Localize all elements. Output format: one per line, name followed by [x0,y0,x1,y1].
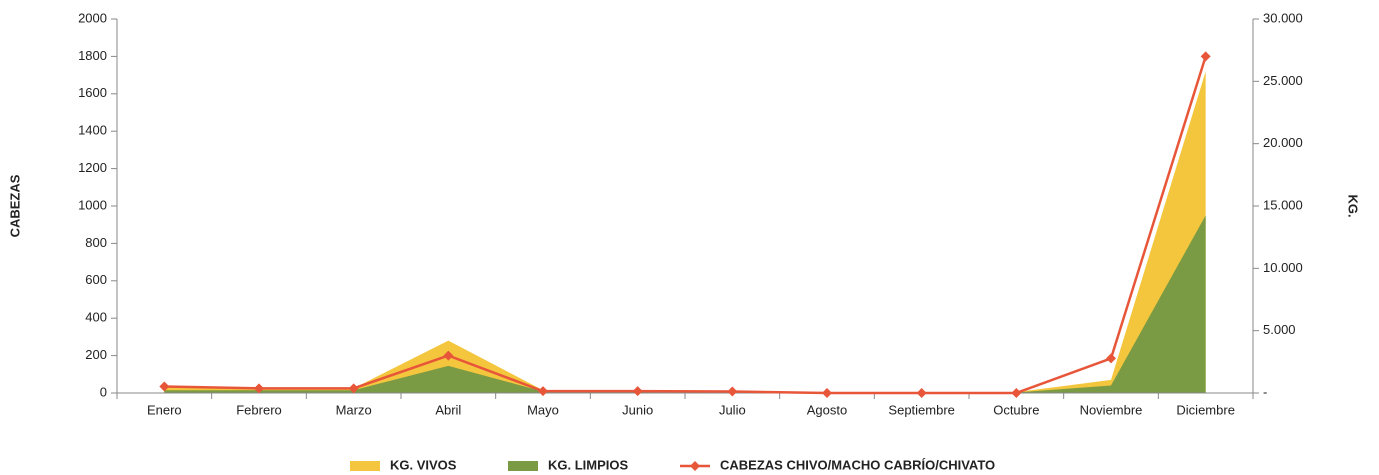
area [164,215,1206,393]
marker [822,388,832,398]
marker [538,386,548,397]
y2-tick-label: 30.000 [1263,10,1303,25]
legend-swatch [350,461,380,471]
marker [1106,353,1116,364]
legend-swatch [508,461,538,471]
y2-tick-label: 25.000 [1263,73,1303,88]
x-tick-label: Julio [719,402,746,417]
x-tick-label: Marzo [336,402,372,417]
area [164,71,1206,394]
x-tick-label: Agosto [807,402,847,417]
x-tick-label: Abril [435,402,461,417]
marker [159,381,170,392]
marker [727,386,738,397]
marker [632,386,643,397]
y-tick-label: 1200 [78,160,107,175]
legend-label: CABEZAS CHIVO/MACHO CABRÍO/CHIVATO [720,457,995,472]
y-tick-label: 200 [85,347,107,362]
marker [916,388,927,398]
x-tick-label: Noviembre [1080,402,1143,417]
y-tick-label: 1400 [78,123,107,138]
marker [254,383,264,394]
line [164,56,1207,395]
y-tick-label: 1000 [78,197,107,212]
x-tick-label: Septiembre [888,402,954,417]
x-tick-label: Febrero [236,402,282,417]
legend-swatch [690,461,700,471]
x-tick-label: Mayo [527,402,559,417]
y2-tick-label: 10.000 [1263,260,1303,275]
y2-tick-label: 20.000 [1263,135,1303,150]
marker [1011,388,1022,398]
marker [348,383,359,394]
x-tick-label: Diciembre [1176,402,1235,417]
marker [443,350,454,361]
y-axis-title: CABEZAS [7,174,22,237]
y-tick-label: 1800 [78,48,107,63]
legend-label: KG. LIMPIOS [548,457,629,472]
y2-tick-label: - [1263,384,1267,399]
y2-tick-label: 15.000 [1263,197,1303,212]
y-tick-label: 0 [100,384,107,399]
x-tick-label: Junio [622,402,653,417]
y2-tick-label: 5.000 [1263,322,1296,337]
legend-label: KG. VIVOS [390,457,457,472]
y-tick-label: 1600 [78,85,107,100]
y-tick-label: 800 [85,235,107,250]
x-tick-label: Enero [147,402,182,417]
x-tick-label: Octubre [993,402,1039,417]
y-tick-label: 2000 [78,10,107,25]
marker [1200,51,1211,62]
y-tick-label: 600 [85,272,107,287]
y2-axis-title: KG. [1346,194,1361,217]
y-tick-label: 400 [85,310,107,325]
